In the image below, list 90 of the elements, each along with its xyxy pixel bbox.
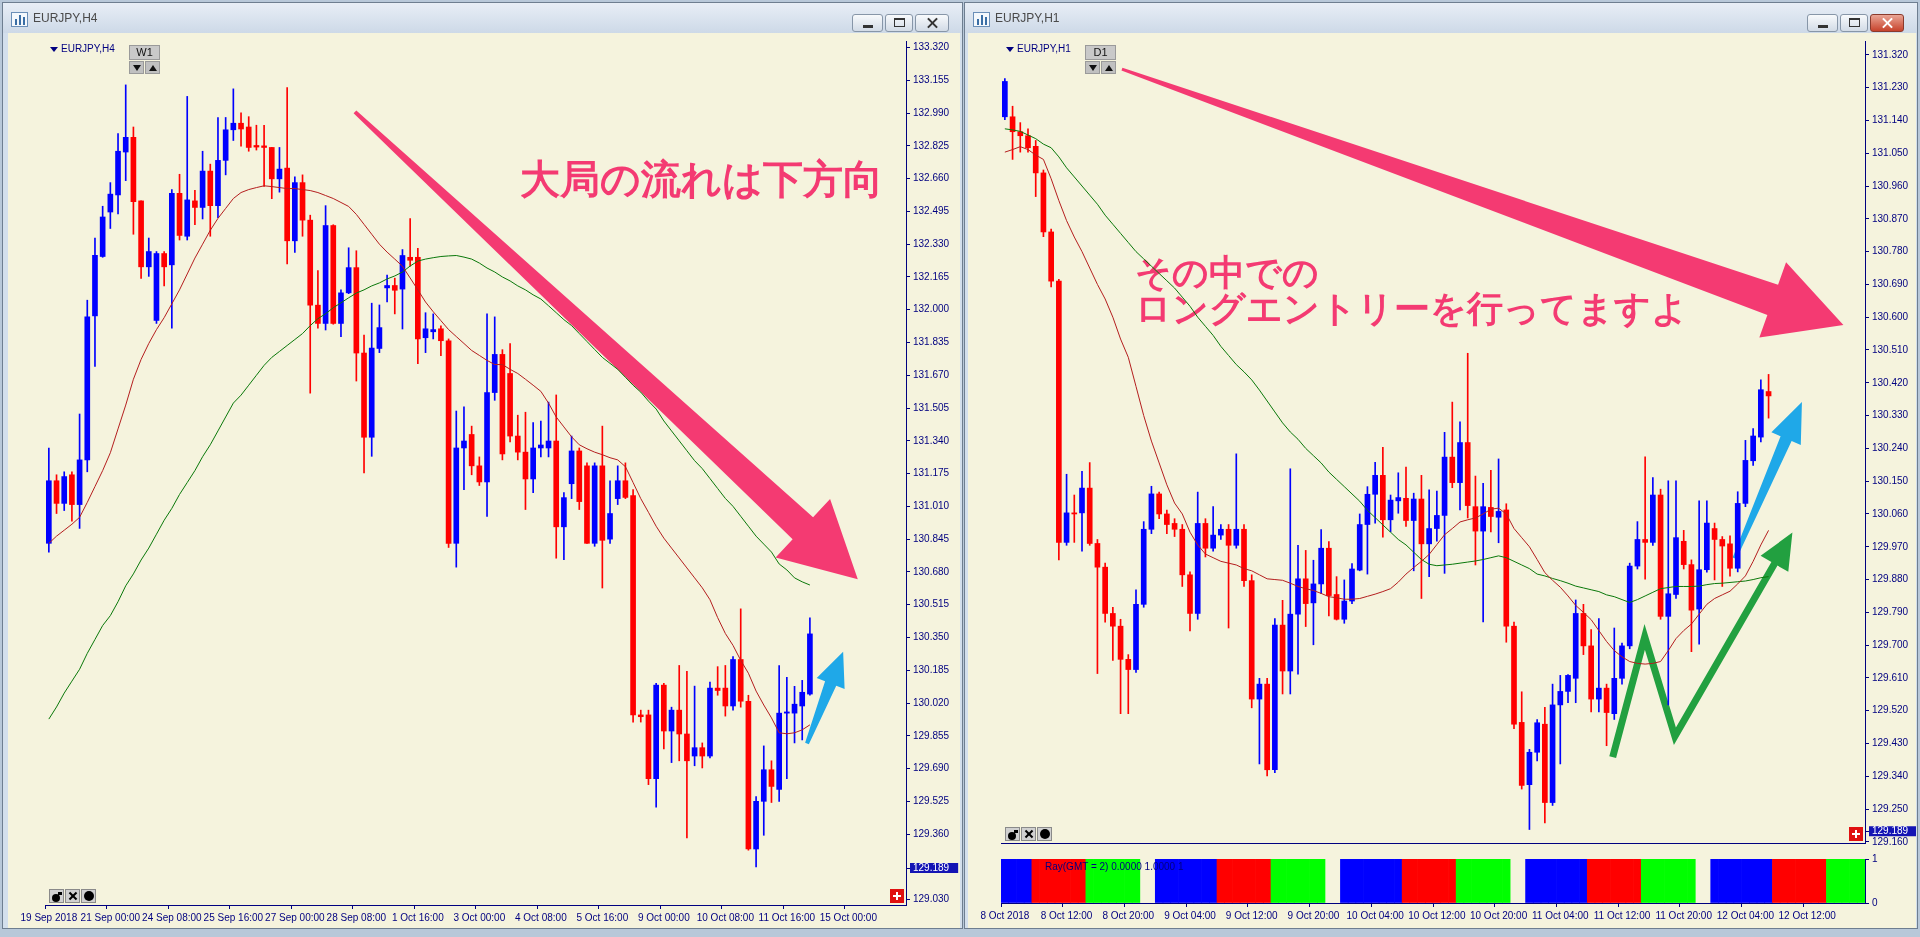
chart-subtitle: EURJPY,H1 xyxy=(1017,43,1071,55)
y-tick-label: 129.970 xyxy=(1872,540,1909,552)
y-tick-label: 129.610 xyxy=(1872,671,1909,683)
y-tick-label: 130.240 xyxy=(1872,442,1909,454)
x-tick-label: 11 Oct 04:00 xyxy=(1532,909,1589,921)
y-tick-label: 130.420 xyxy=(1872,376,1909,388)
x-tick-label: 11 Oct 20:00 xyxy=(1655,909,1713,921)
y-tick-label: 130.150 xyxy=(1872,474,1909,486)
y-tick-label: 129.700 xyxy=(1872,638,1909,650)
x-tick-label: 10 Oct 08:00 xyxy=(696,911,755,923)
y-tick-label: 129.160 xyxy=(1872,835,1909,847)
period-button: D1 xyxy=(1085,45,1116,60)
y-tick-label: 131.050 xyxy=(1872,146,1909,158)
y-tick-label: 132.330 xyxy=(913,237,950,249)
chart-title: EURJPY,H4 xyxy=(33,11,98,26)
x-tick-label: 15 Oct 00:00 xyxy=(819,911,878,923)
y-tick-label: 129.340 xyxy=(1872,770,1909,782)
y-tick-label: 131.340 xyxy=(913,434,950,446)
y-tick-label: 129.430 xyxy=(1872,737,1909,749)
y-tick-label: 133.320 xyxy=(913,41,950,53)
x-tick-label: 11 Oct 12:00 xyxy=(1593,909,1651,921)
y-tick-label: 132.990 xyxy=(913,106,950,118)
x-tick-label: 10 Oct 04:00 xyxy=(1346,909,1405,921)
y-tick-label: 131.140 xyxy=(1872,114,1909,126)
y-tick-label: 131.670 xyxy=(913,369,950,381)
x-tick-label: 4 Oct 08:00 xyxy=(514,911,568,923)
y-tick-label: 131.010 xyxy=(913,500,950,512)
y-tick-label: 129.880 xyxy=(1872,573,1909,585)
y-tick-label: 130.960 xyxy=(1872,179,1909,191)
y-tick-label: 130.330 xyxy=(1872,409,1909,421)
y-tick-label: 130.020 xyxy=(913,696,950,708)
y-tick-label: 131.230 xyxy=(1872,81,1909,93)
y-tick-label: 0 xyxy=(1872,896,1878,908)
x-tick-label: 3 Oct 00:00 xyxy=(453,911,506,923)
x-tick-label: 27 Sep 00:00 xyxy=(265,911,326,923)
y-tick-label: 130.845 xyxy=(913,532,950,544)
y-tick-label: 132.000 xyxy=(913,303,950,315)
x-tick-label: 5 Oct 16:00 xyxy=(576,911,629,923)
x-tick-label: 10 Oct 20:00 xyxy=(1469,909,1528,921)
y-tick-label: 130.060 xyxy=(1872,507,1909,519)
y-tick-label: 132.165 xyxy=(913,270,950,282)
x-tick-label: 9 Oct 20:00 xyxy=(1287,909,1340,921)
y-tick-label: 130.515 xyxy=(913,598,950,610)
y-tick-label: 130.350 xyxy=(913,631,950,643)
x-tick-label: 12 Oct 04:00 xyxy=(1716,909,1775,921)
x-tick-label: 12 Oct 12:00 xyxy=(1778,909,1837,921)
y-tick-label: 131.175 xyxy=(913,467,950,479)
y-tick-label: 129.520 xyxy=(1872,704,1909,716)
period-button: W1 xyxy=(129,45,160,60)
y-tick-label: 130.510 xyxy=(1872,343,1909,355)
y-tick-label: 132.825 xyxy=(913,139,950,151)
y-tick-label: 129.855 xyxy=(913,729,950,741)
x-tick-label: 25 Sep 16:00 xyxy=(203,911,264,923)
x-tick-label: 9 Oct 12:00 xyxy=(1225,909,1278,921)
x-tick-label: 24 Sep 08:00 xyxy=(142,911,203,923)
chart-subtitle: EURJPY,H4 xyxy=(61,43,115,55)
y-tick-label: 130.600 xyxy=(1872,310,1909,322)
y-tick-label: 130.870 xyxy=(1872,212,1909,224)
y-tick-label: 129.790 xyxy=(1872,606,1909,618)
y-tick-label: 130.680 xyxy=(913,565,950,577)
y-tick-label: 130.690 xyxy=(1872,278,1909,290)
y-tick-label: 129.690 xyxy=(913,762,950,774)
y-tick-label: 132.495 xyxy=(913,205,950,217)
x-tick-label: 9 Oct 04:00 xyxy=(1164,909,1217,921)
y-tick-label: 131.505 xyxy=(913,401,950,413)
y-tick-label: 132.660 xyxy=(913,172,950,184)
y-tick-label: 129.250 xyxy=(1872,802,1909,814)
x-tick-label: 8 Oct 2018 xyxy=(980,909,1030,921)
x-tick-label: 9 Oct 00:00 xyxy=(637,911,691,923)
y-tick-label: 133.155 xyxy=(913,74,950,86)
y-tick-label: 129.360 xyxy=(913,827,950,839)
x-tick-label: 21 Sep 00:00 xyxy=(80,911,141,923)
x-tick-label: 11 Oct 16:00 xyxy=(758,911,816,923)
x-tick-label: 8 Oct 12:00 xyxy=(1040,909,1093,921)
y-tick-label: 130.185 xyxy=(913,663,950,675)
x-tick-label: 10 Oct 12:00 xyxy=(1408,909,1466,921)
x-tick-label: 19 Sep 2018 xyxy=(20,911,78,923)
y-tick-label: 129.030 xyxy=(913,893,950,905)
y-tick-label: 131.320 xyxy=(1872,48,1909,60)
chart-title: EURJPY,H1 xyxy=(995,11,1060,26)
y-tick-label: 129.189 xyxy=(1872,825,1909,837)
y-tick-label: 129.525 xyxy=(913,795,950,807)
annotation: 大局の流れは下方向 xyxy=(520,156,884,203)
y-tick-label: 1 xyxy=(1872,852,1878,864)
x-tick-label: 1 Oct 16:00 xyxy=(391,911,445,923)
x-tick-label: 8 Oct 20:00 xyxy=(1102,909,1155,921)
y-tick-label: 129.189 xyxy=(913,861,950,873)
y-tick-label: 130.780 xyxy=(1872,245,1909,257)
y-tick-label: 131.835 xyxy=(913,336,950,348)
x-tick-label: 28 Sep 08:00 xyxy=(326,911,387,923)
